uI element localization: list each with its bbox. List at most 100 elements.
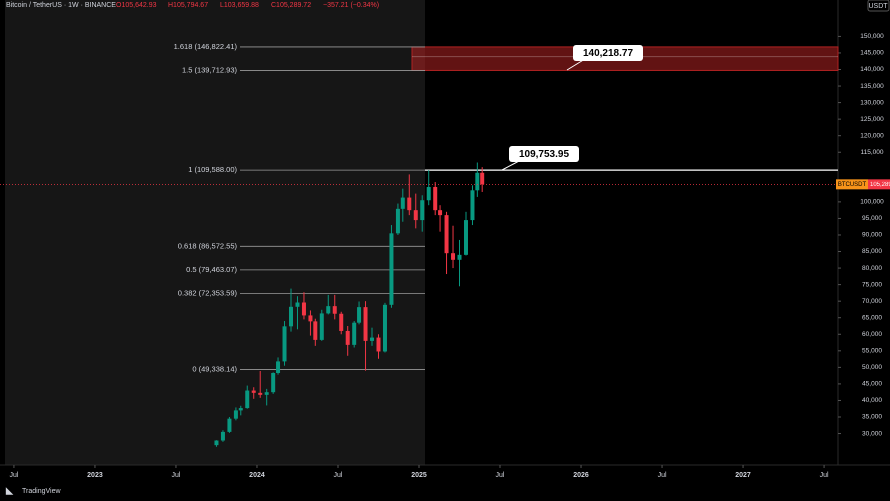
x-tick-label: 2027 xyxy=(735,472,751,479)
fib-label: 1.5 (139,712.93) xyxy=(182,65,238,74)
y-tick-label: 140,000 xyxy=(860,66,884,73)
candle-body xyxy=(227,418,232,432)
candle-body xyxy=(457,254,462,260)
candle-body xyxy=(357,307,362,323)
x-tick-label: Jul xyxy=(9,472,18,479)
y-tick-label: 30,000 xyxy=(862,430,882,437)
candle-body xyxy=(433,186,438,211)
callout-box xyxy=(573,45,643,61)
candle-body xyxy=(475,172,480,191)
candle-body xyxy=(295,302,300,307)
y-tick-label: 70,000 xyxy=(862,298,882,305)
candle-body xyxy=(352,322,357,345)
x-tick-label: Jul xyxy=(171,472,180,479)
last-price-box xyxy=(868,179,890,190)
x-tick-label: Jul xyxy=(496,472,505,479)
y-tick-label: 115,000 xyxy=(860,149,883,156)
y-tick-label: 90,000 xyxy=(862,232,882,239)
candle-body xyxy=(282,326,287,362)
brand[interactable]: TradingView xyxy=(22,488,61,495)
y-tick-label: 60,000 xyxy=(862,331,882,338)
candle-body xyxy=(271,372,276,393)
candle-body xyxy=(463,220,468,255)
change: −357.21 (−0.34%) xyxy=(323,2,379,9)
candle-body xyxy=(276,361,281,373)
y-tick-label: 150,000 xyxy=(860,33,884,40)
y-tick-label: 145,000 xyxy=(860,50,884,57)
fib-label: 0 (49,338.14) xyxy=(192,365,237,374)
candle-body xyxy=(258,392,263,395)
callout-text: 140,218.77 xyxy=(583,48,633,59)
x-tick-label: 2026 xyxy=(573,472,589,479)
ticker-tag: BTCUSDT xyxy=(838,182,867,188)
header: Bitcoin / TetherUS · 1W · BINANCE O105,6… xyxy=(6,2,379,9)
y-tick-label: 55,000 xyxy=(862,348,882,355)
candle-body xyxy=(426,186,431,201)
candle-body xyxy=(332,306,337,314)
candle-body xyxy=(308,315,313,322)
y-tick-label: 45,000 xyxy=(862,381,882,388)
x-tick-label: Jul xyxy=(334,472,343,479)
y-tick-label: 130,000 xyxy=(860,99,884,106)
candle-body xyxy=(438,210,443,216)
candle-body xyxy=(326,306,331,314)
y-tick-label: 80,000 xyxy=(862,265,882,272)
candle-body xyxy=(370,337,375,341)
candle-body xyxy=(363,307,368,341)
fib-label: 0.618 (86,572.55) xyxy=(178,241,238,250)
fib-label: 0.5 (79,463.07) xyxy=(186,265,237,274)
candle-body xyxy=(313,321,318,340)
brand-logo[interactable]: ◣ xyxy=(5,485,14,495)
x-tick-label: 2023 xyxy=(87,472,103,479)
candle-body xyxy=(382,304,387,352)
candle-body xyxy=(238,408,243,411)
candle-body xyxy=(220,431,225,441)
x-tick-label: 2024 xyxy=(249,472,265,479)
high: H105,794.67 xyxy=(168,2,208,9)
callout-text: 109,753.95 xyxy=(519,149,569,160)
y-tick-label: 50,000 xyxy=(862,364,882,371)
fib-label: 1 (109,588.00) xyxy=(188,165,237,174)
candle-body xyxy=(345,330,350,345)
candle-body xyxy=(301,302,306,316)
selection-shade xyxy=(5,0,425,465)
y-tick-label: 40,000 xyxy=(862,397,882,404)
candle-body xyxy=(413,210,418,221)
candle-body xyxy=(233,410,238,419)
x-tick-label: Jul xyxy=(820,472,829,479)
open: O105,642.93 xyxy=(116,2,157,9)
candle-body xyxy=(400,197,405,209)
currency[interactable]: USDT xyxy=(868,3,888,10)
currency-box[interactable] xyxy=(867,0,890,12)
y-tick-label: 100,000 xyxy=(860,199,884,206)
y-tick-label: 65,000 xyxy=(862,314,882,321)
candle-body xyxy=(389,233,394,305)
ticker-tag-box xyxy=(836,179,868,190)
y-tick-label: 75,000 xyxy=(862,281,882,288)
x-tick-label: 2025 xyxy=(411,472,427,479)
candle-body xyxy=(444,215,449,254)
candle-body xyxy=(245,390,250,409)
candle-body xyxy=(251,390,256,393)
candle-body xyxy=(214,440,219,446)
y-tick-label: 120,000 xyxy=(860,132,884,139)
y-tick-label: 85,000 xyxy=(862,248,882,255)
candle-body xyxy=(407,197,412,211)
x-tick-label: Jul xyxy=(658,472,667,479)
candle-body xyxy=(339,313,344,331)
fib-label: 1.618 (146,822.41) xyxy=(174,42,238,51)
candle-body xyxy=(470,190,475,221)
y-tick-label: 135,000 xyxy=(860,83,884,90)
candle-body xyxy=(451,253,456,260)
callout-box xyxy=(509,146,579,162)
last-price: 105,289.72 xyxy=(870,182,890,188)
candle-body xyxy=(480,172,485,185)
candle-body xyxy=(264,392,269,395)
candle-body xyxy=(319,313,324,340)
candle-body xyxy=(420,200,425,221)
low: L103,659.88 xyxy=(220,2,259,9)
y-tick-label: 95,000 xyxy=(862,215,882,222)
y-tick-label: 35,000 xyxy=(862,414,882,421)
close: C105,289.72 xyxy=(271,2,311,9)
